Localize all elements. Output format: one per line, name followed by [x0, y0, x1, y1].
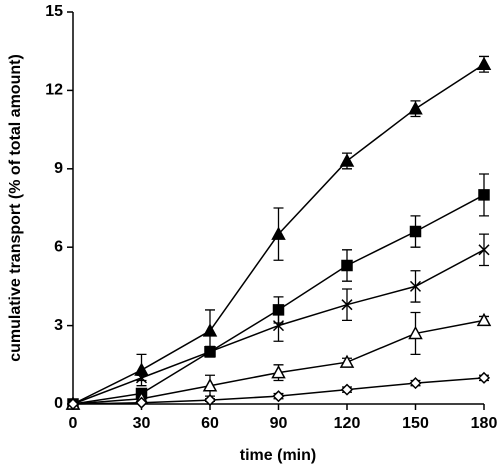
marker — [476, 312, 492, 327]
y-tick-label: 15 — [45, 3, 63, 20]
marker — [340, 383, 354, 396]
marker — [339, 354, 355, 368]
marker — [135, 396, 148, 409]
marker — [202, 378, 218, 392]
marker — [341, 259, 353, 272]
x-tick-label: 60 — [201, 415, 219, 432]
marker — [341, 299, 353, 311]
y-tick-label: 9 — [54, 160, 63, 177]
marker — [409, 280, 422, 292]
marker — [272, 320, 285, 332]
marker — [409, 225, 422, 238]
y-axis-label: cumulative transport (% of total amount) — [7, 54, 24, 362]
marker — [203, 394, 217, 407]
marker — [476, 56, 492, 71]
x-tick-label: 0 — [69, 415, 78, 432]
marker — [204, 346, 216, 358]
x-tick-label: 30 — [133, 415, 151, 432]
marker — [408, 101, 423, 115]
marker — [478, 244, 490, 256]
y-tick-label: 3 — [54, 317, 63, 334]
marker — [66, 397, 80, 411]
x-tick-label: 120 — [334, 415, 361, 432]
y-tick-label: 6 — [54, 238, 63, 255]
y-tick-label: 12 — [45, 82, 63, 99]
y-tick-label: 0 — [54, 395, 63, 412]
marker — [271, 226, 286, 240]
marker — [202, 323, 218, 337]
marker — [409, 377, 422, 390]
marker — [272, 390, 285, 403]
marker — [271, 365, 286, 379]
x-tick-label: 90 — [270, 415, 288, 432]
marker — [408, 325, 423, 340]
marker — [478, 189, 490, 201]
marker — [339, 153, 355, 167]
x-axis-label: time (min) — [240, 447, 316, 464]
x-tick-label: 180 — [471, 415, 498, 432]
x-tick-label: 150 — [402, 415, 429, 432]
marker — [477, 371, 491, 384]
marker — [135, 372, 148, 384]
